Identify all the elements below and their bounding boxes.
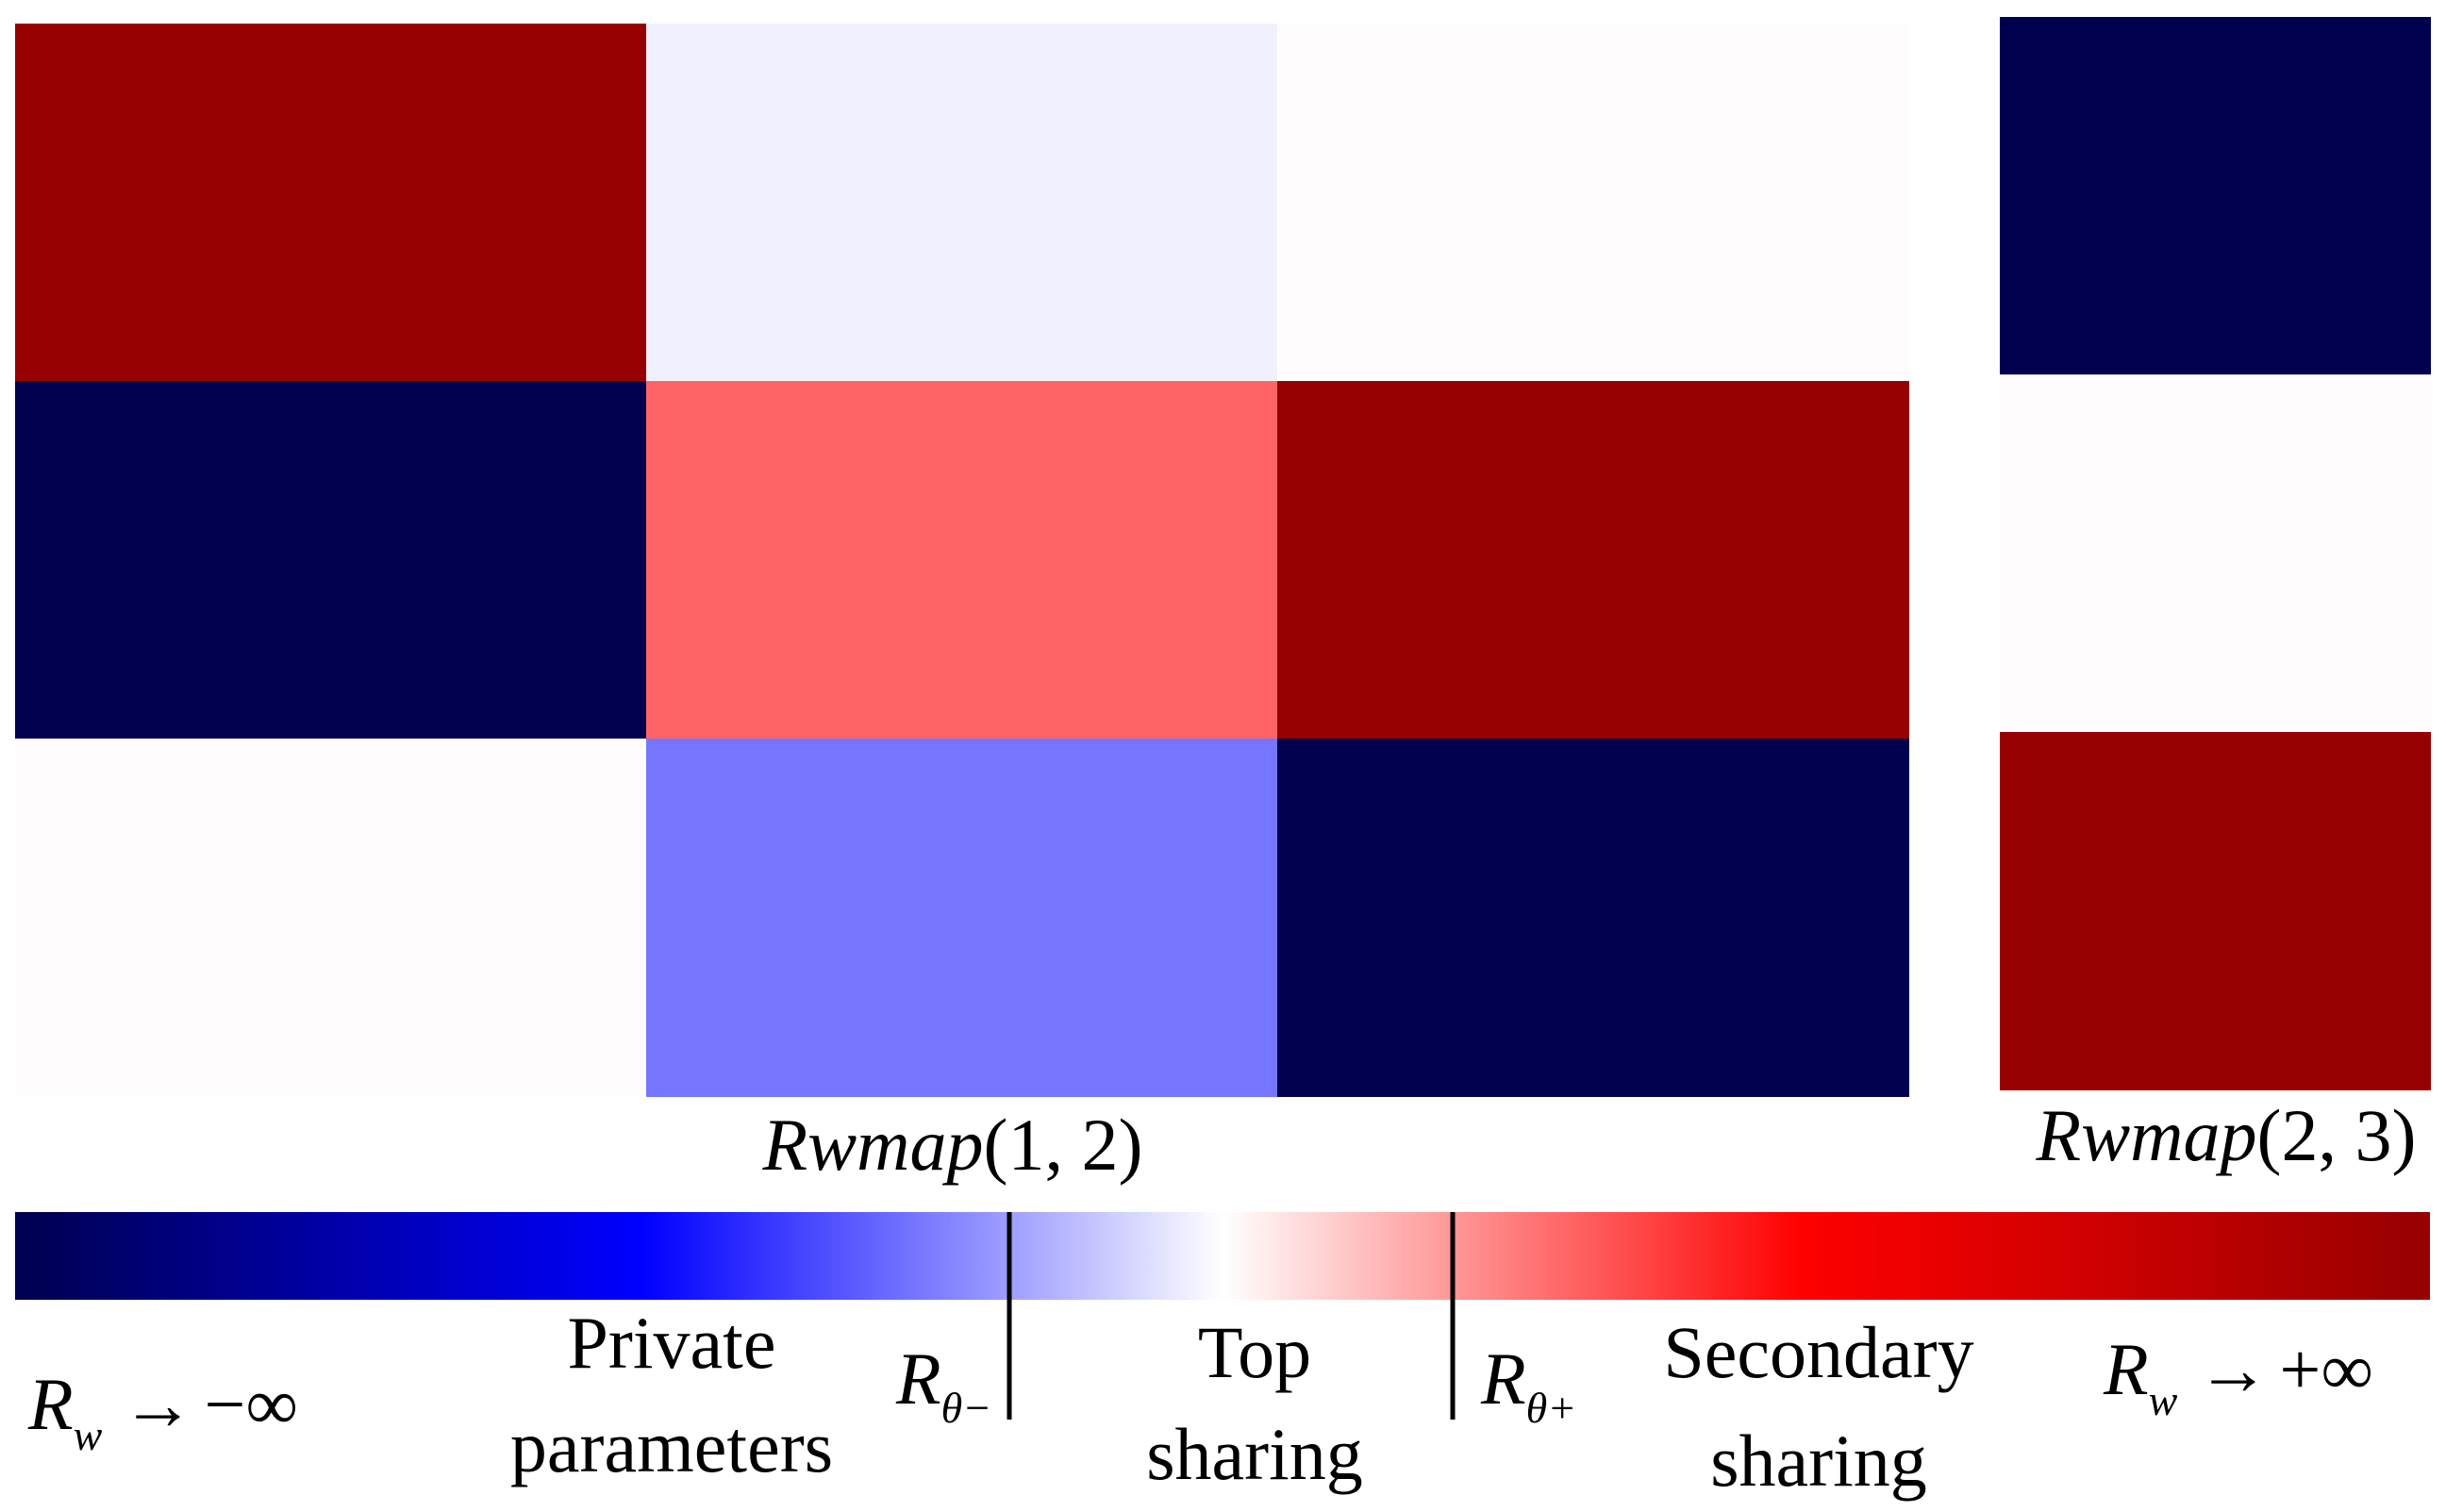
- heatmap-1-cell-r2-c1: [15, 381, 647, 739]
- right-end-symbol: R: [2103, 1328, 2149, 1410]
- threshold-neg-label: Rθ−: [895, 1338, 991, 1432]
- heatmap-1-cell-r3-c1: [15, 739, 647, 1097]
- region-top-line1: Top: [1198, 1311, 1311, 1393]
- colorbar-right-end-label: Rw → +∞: [2103, 1328, 2373, 1424]
- heatmap-1-label-main: Rwmap: [762, 1104, 984, 1186]
- heatmap-rwmap-2-3: [2000, 17, 2431, 1090]
- heatmap-2-cell-r1-c1: [2000, 17, 2431, 375]
- heatmap-1-cell-r3-c2: [646, 739, 1278, 1097]
- threshold-neg-sub: θ−: [941, 1384, 992, 1432]
- heatmap-2-label-args: (2, 3): [2257, 1094, 2417, 1176]
- heatmap-rwmap-1-2: [15, 24, 1909, 1097]
- heatmap-1-cell-r2-c3: [1277, 381, 1909, 739]
- threshold-pos-sub: θ+: [1526, 1384, 1577, 1432]
- region-secondary-line2: sharing: [1710, 1420, 1927, 1502]
- heatmap-1-cell-r2-c2: [646, 381, 1278, 739]
- heatmap-2-cell-r2-c1: [2000, 374, 2431, 733]
- colorbar: [15, 1212, 2430, 1300]
- heatmap-1-cell-r1-c3: [1277, 24, 1909, 382]
- heatmap-1-cell-r3-c3: [1277, 739, 1909, 1097]
- heatmap-2-label-main: Rwmap: [2036, 1094, 2257, 1176]
- right-end-sub: w: [2149, 1376, 2178, 1424]
- left-end-limit: −∞: [204, 1363, 298, 1445]
- heatmap-1-cell-r1-c2: [646, 24, 1278, 382]
- left-end-sub: w: [74, 1411, 103, 1459]
- threshold-pos-label: Rθ+: [1480, 1338, 1576, 1432]
- left-end-arrow: →: [121, 1363, 194, 1445]
- heatmap-1-label: Rwmap(1, 2): [762, 1104, 1143, 1186]
- threshold-neg-symbol: R: [895, 1338, 941, 1420]
- colorbar-left-end-label: Rw → −∞: [27, 1363, 298, 1459]
- heatmap-1-label-args: (1, 2): [984, 1104, 1143, 1186]
- threshold-pos-symbol: R: [1480, 1338, 1526, 1420]
- heatmap-1-cell-r1-c1: [15, 24, 647, 382]
- right-end-arrow: →: [2196, 1328, 2270, 1410]
- region-top-line2: sharing: [1146, 1413, 1363, 1495]
- region-private-line1: Private: [568, 1302, 776, 1384]
- region-private-line2: parameters: [510, 1405, 833, 1487]
- right-end-limit: +∞: [2279, 1328, 2373, 1410]
- region-secondary-line1: Secondary: [1663, 1311, 1973, 1393]
- heatmap-2-label: Rwmap(2, 3): [2036, 1094, 2417, 1176]
- heatmap-2-cell-r3-c1: [2000, 732, 2431, 1090]
- left-end-symbol: R: [27, 1363, 74, 1445]
